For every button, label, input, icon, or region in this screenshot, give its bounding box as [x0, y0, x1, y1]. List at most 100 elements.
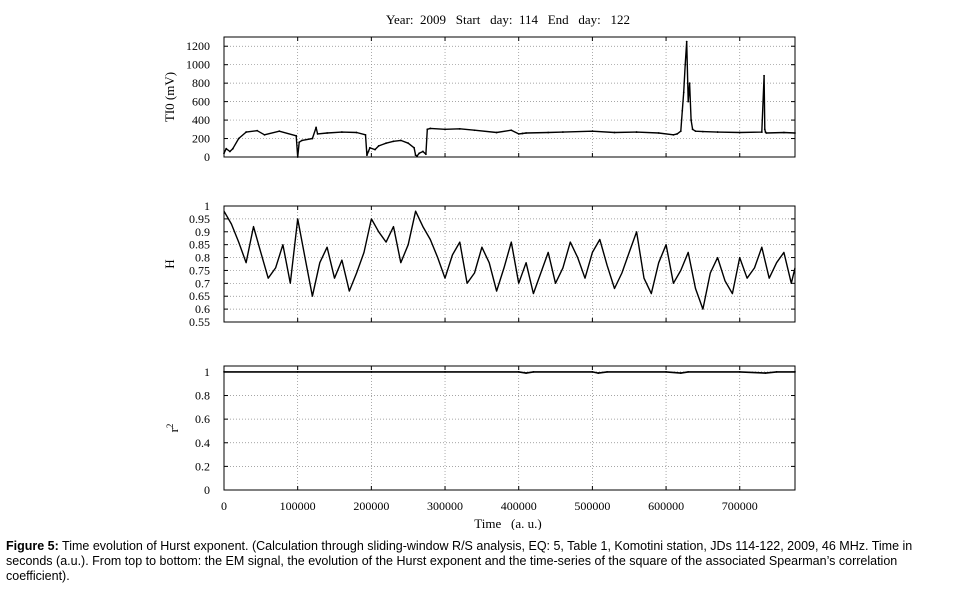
data-point: [521, 132, 524, 135]
data-point: [424, 153, 427, 156]
x-tick-label: 600000: [648, 499, 684, 513]
data-point: [562, 131, 564, 133]
data-point: [606, 371, 609, 373]
y-tick-label: 1: [204, 365, 210, 379]
x-tick-label: 500000: [574, 499, 610, 513]
data-point: [702, 130, 704, 133]
data-point: [385, 142, 387, 145]
y-tick-label: 0: [204, 483, 210, 497]
x-axis-label: Time (a. u.): [474, 516, 541, 530]
data-point: [517, 371, 520, 373]
data-point: [682, 91, 685, 94]
caption-lead: Figure 5:: [6, 539, 59, 553]
y-tick-label: 0.9: [195, 225, 210, 239]
y-tick-label: 200: [192, 132, 210, 146]
data-point: [340, 131, 343, 133]
data-point: [525, 132, 527, 134]
data-point: [315, 126, 317, 129]
y-tick-label: 0.7: [195, 276, 210, 290]
y-tick-label: 600: [192, 95, 210, 109]
data-point: [547, 131, 550, 134]
data-point: [760, 131, 763, 133]
data-point: [326, 132, 329, 134]
data-point: [738, 371, 741, 373]
y-axis-label: r2: [165, 424, 181, 433]
data-point: [295, 134, 298, 137]
y-axis-label: TI0 (mV): [162, 72, 177, 122]
data-point: [794, 132, 796, 134]
data-point: [679, 372, 682, 374]
data-point: [422, 150, 424, 153]
data-point: [738, 131, 741, 134]
data-point: [687, 100, 690, 103]
x-tick-label: 0: [221, 499, 227, 513]
data-point: [665, 371, 667, 373]
series-line: [223, 210, 796, 310]
figure-caption: Figure 5: Time evolution of Hurst expone…: [6, 539, 950, 584]
data-point: [765, 132, 768, 134]
data-point: [613, 131, 616, 134]
data-point: [657, 132, 660, 134]
data-point: [374, 148, 376, 151]
y-tick-label: 0.85: [189, 238, 210, 252]
data-point: [399, 139, 402, 142]
data-point: [783, 131, 785, 134]
data-point: [392, 140, 395, 143]
data-point: [355, 131, 358, 134]
data-point: [473, 129, 476, 132]
data-point: [763, 128, 766, 131]
data-point: [676, 133, 679, 135]
caption-text: Time evolution of Hurst exponent. (Calcu…: [6, 539, 913, 583]
data-point: [687, 371, 690, 373]
data-point: [316, 133, 319, 135]
data-point: [688, 82, 691, 85]
data-point: [414, 154, 417, 157]
data-point: [495, 131, 498, 134]
data-point: [429, 127, 432, 130]
plot-frame: [223, 36, 796, 158]
y-tick-label: 400: [192, 113, 210, 127]
data-point: [684, 63, 687, 66]
data-point: [263, 133, 266, 136]
x-tick-label: 700000: [722, 499, 758, 513]
data-point: [591, 371, 594, 373]
data-point: [532, 371, 535, 373]
data-point: [685, 40, 688, 43]
data-point: [418, 152, 421, 155]
data-point: [225, 147, 228, 150]
data-point: [672, 133, 675, 136]
y-tick-label: 0.75: [189, 263, 210, 277]
series-line: [224, 371, 795, 374]
x-tick-label: 400000: [501, 499, 537, 513]
y-axis-label: H: [162, 259, 177, 268]
data-point: [413, 146, 415, 149]
panel-tio-signal: 0 200 400 600 800 1000 1200 TI0 (mV): [162, 36, 796, 164]
data-point: [231, 147, 234, 150]
data-point: [690, 119, 693, 121]
y-tick-label: 1: [204, 199, 210, 213]
data-point: [296, 371, 299, 373]
panel-r-squared: 0 0.2 0.4 0.6 0.8 1 r2 0 100000 200000 300000 40000…: [165, 365, 796, 513]
plot-frame: [223, 365, 796, 491]
data-point: [256, 129, 259, 132]
data-point: [691, 128, 694, 131]
series-line: [223, 40, 796, 158]
data-point: [681, 109, 684, 112]
data-point: [237, 137, 240, 140]
y-tick-label: 1200: [186, 39, 210, 53]
data-point: [278, 130, 281, 133]
figure-svg: Year: 2009 Start day: 114 End day: 122 0…: [162, 12, 796, 530]
data-point: [426, 128, 429, 131]
y-tick-label: 1000: [186, 58, 210, 72]
y-tick-label: 0: [204, 150, 210, 164]
data-point: [591, 130, 594, 133]
data-point: [794, 371, 796, 373]
data-point: [764, 372, 767, 374]
y-tick-label: 0.4: [195, 436, 210, 450]
data-point: [407, 142, 410, 145]
y-tick-label: 0.8: [195, 251, 210, 265]
data-point: [763, 74, 765, 77]
data-point: [444, 128, 446, 131]
x-tick-label: 100000: [280, 499, 316, 513]
data-point: [301, 139, 303, 142]
